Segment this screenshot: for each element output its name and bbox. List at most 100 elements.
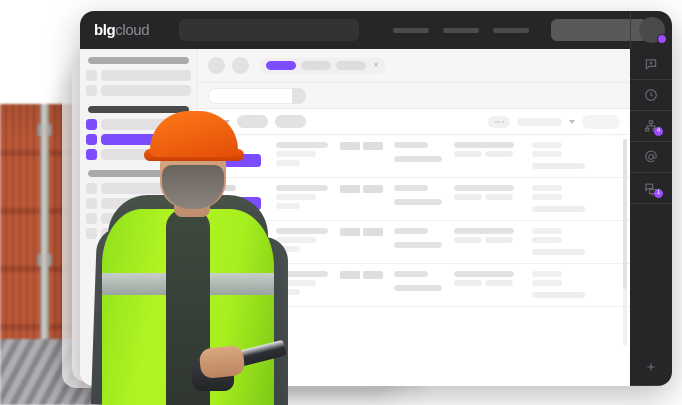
search-input[interactable] <box>208 87 298 104</box>
sidebar-item-2-3[interactable] <box>86 149 191 160</box>
cell-extra <box>532 271 618 298</box>
nav-link-3[interactable] <box>493 27 530 33</box>
filter-chip-2[interactable] <box>301 61 331 70</box>
cell-chips <box>340 228 386 236</box>
sidebar-item-label <box>101 134 191 145</box>
nav-link-1[interactable] <box>393 27 430 33</box>
mention-at-icon <box>644 150 658 164</box>
cell-meta <box>394 142 446 162</box>
sidebar-item-label <box>101 149 191 160</box>
sidebar-item-label <box>101 213 191 224</box>
sidebar-group-2 <box>86 106 191 160</box>
chevron-down-icon[interactable] <box>224 119 230 124</box>
primary-nav <box>393 27 530 33</box>
sidebar-item-1-2[interactable] <box>86 85 191 96</box>
table-scrollbar-thumb[interactable] <box>623 139 627 289</box>
primary-action-button[interactable] <box>582 114 620 129</box>
sidebar-item-label <box>101 198 191 209</box>
rail-item-org-chart[interactable]: 4 <box>630 111 672 142</box>
titlebar-cta-button[interactable] <box>551 19 648 41</box>
sidebar-item-3-1[interactable] <box>86 183 191 194</box>
rail-item-chat-plus[interactable] <box>630 49 672 80</box>
toolbar-right-cluster <box>488 114 620 129</box>
row-tag <box>210 228 236 234</box>
filter-chip-active[interactable] <box>266 61 296 70</box>
sidebar-group-3-header <box>88 170 189 177</box>
cell-chips <box>340 142 386 150</box>
table-row[interactable] <box>198 221 630 264</box>
cell-extra <box>532 228 618 255</box>
user-avatar[interactable] <box>638 17 667 44</box>
sidebar-item-3-2[interactable] <box>86 198 191 209</box>
cell-grid <box>454 185 524 200</box>
view-select[interactable] <box>517 117 562 126</box>
bulk-action-button-2[interactable] <box>275 115 306 128</box>
sidebar-item-icon <box>86 119 97 130</box>
rail-item-mentions[interactable] <box>630 142 672 173</box>
rail-item-history[interactable] <box>630 80 672 111</box>
row-tag <box>210 185 236 191</box>
toolbar-avatar-2[interactable] <box>232 57 249 74</box>
cell-meta <box>394 271 446 291</box>
org-chart-badge: 4 <box>654 127 663 136</box>
bulk-action-button-1[interactable] <box>237 115 268 128</box>
sidebar-group-2-header <box>88 106 189 113</box>
search-submit-button[interactable] <box>292 87 306 104</box>
filter-chip-group: × <box>260 57 385 74</box>
avatar-cell[interactable] <box>630 11 672 49</box>
row-status-badge <box>210 240 261 253</box>
sidebar-item-icon <box>86 198 97 209</box>
cell-title <box>276 142 332 166</box>
app-titlebar: blgcloud <box>80 11 672 49</box>
toolbar-avatar-1[interactable] <box>208 57 225 74</box>
sidebar-item-1-1[interactable] <box>86 70 191 81</box>
logo-primary-text: blg <box>94 21 116 39</box>
cell-grid <box>454 271 524 286</box>
cell-status <box>210 228 268 253</box>
overflow-menu-button[interactable] <box>488 115 510 128</box>
photo-door-rod <box>37 104 52 362</box>
rail-spacer <box>630 204 672 350</box>
search-row <box>198 83 630 109</box>
sidebar-item-icon <box>86 149 97 160</box>
sidebar-item-icon <box>86 228 97 239</box>
cell-grid <box>454 228 524 243</box>
cell-extra <box>532 185 618 212</box>
app-logo[interactable]: blgcloud <box>94 21 150 39</box>
sidebar-item-3-3[interactable] <box>86 213 191 224</box>
table-row[interactable] <box>198 135 630 178</box>
rail-add-button[interactable]: + <box>630 350 672 386</box>
sidebar-item-label <box>101 85 191 96</box>
cell-status <box>210 185 268 210</box>
sidebar-item-label <box>101 183 191 194</box>
messages-badge: 1 <box>654 189 663 198</box>
filter-chip-3[interactable] <box>336 61 366 70</box>
cell-grid <box>454 142 524 157</box>
data-table <box>198 135 630 386</box>
view-select-chevron-icon[interactable] <box>569 119 575 124</box>
app-body: × <box>80 49 630 386</box>
right-icon-rail: 4 1 + <box>630 49 672 386</box>
rail-item-messages[interactable]: 1 <box>630 173 672 204</box>
sidebar-item-icon <box>86 70 97 81</box>
row-status-badge <box>210 197 261 210</box>
sidebar-item-2-2-active[interactable] <box>86 134 191 145</box>
table-scrollbar-track[interactable] <box>623 139 627 346</box>
cell-status <box>210 271 268 296</box>
global-search-input[interactable] <box>179 19 360 41</box>
select-all-checkbox[interactable] <box>208 117 217 126</box>
sidebar-item-2-1[interactable] <box>86 119 191 130</box>
sidebar-item-3-4[interactable] <box>86 228 191 239</box>
sidebar-item-label <box>101 228 191 239</box>
app-window: blgcloud <box>80 11 672 386</box>
nav-link-2[interactable] <box>443 27 480 33</box>
cell-meta <box>394 185 446 205</box>
cell-extra <box>532 142 618 169</box>
table-row[interactable] <box>198 264 630 307</box>
table-row[interactable] <box>198 178 630 221</box>
logo-secondary-text: cloud <box>115 21 150 39</box>
row-tag <box>210 142 236 148</box>
sidebar-item-icon <box>86 183 97 194</box>
clear-filters-icon[interactable]: × <box>373 59 379 71</box>
left-sidebar <box>80 49 198 386</box>
